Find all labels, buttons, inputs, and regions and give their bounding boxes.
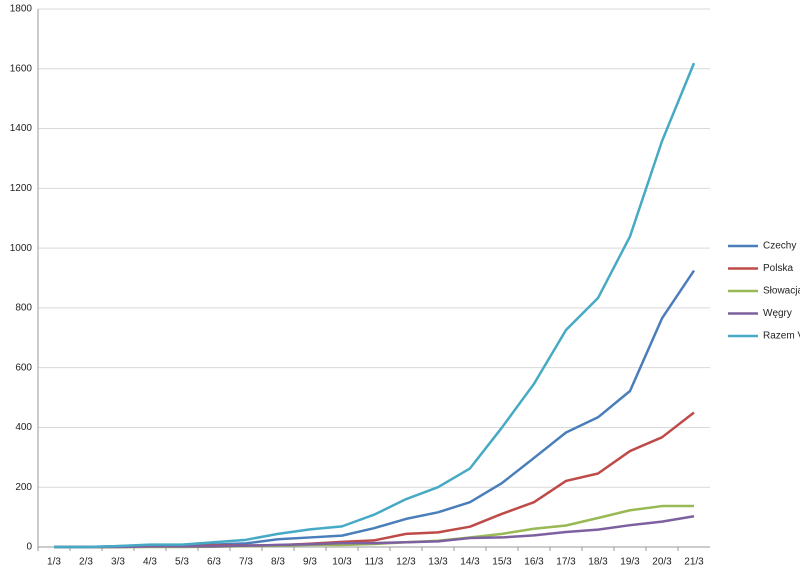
y-tick-label: 1400 [10, 123, 33, 134]
x-tick-label: 19/3 [620, 557, 640, 568]
x-tick-label: 18/3 [588, 557, 608, 568]
x-tick-label: 11/3 [365, 557, 384, 568]
x-tick-label: 17/3 [556, 557, 576, 568]
series-line [54, 62, 696, 549]
legend-label: Polska [763, 263, 793, 274]
y-tick-label: 1000 [10, 243, 33, 254]
legend-label: Czechy [763, 241, 796, 252]
series-line [54, 514, 695, 549]
y-tick-label: 800 [15, 303, 32, 314]
x-tick-label: 4/3 [143, 557, 157, 568]
y-tick-label: 1600 [10, 63, 33, 74]
y-tick-label: 200 [15, 482, 32, 493]
x-tick-label: 1/3 [47, 557, 61, 568]
series-line [54, 411, 695, 549]
x-tick-label: 10/3 [332, 557, 352, 568]
x-tick-label: 8/3 [271, 557, 285, 568]
x-tick-label: 20/3 [652, 557, 672, 568]
legend-label: Razem V4 [763, 331, 800, 342]
x-tick-label: 21/3 [684, 557, 704, 568]
y-tick-label: 1200 [10, 183, 33, 194]
x-tick-label: 5/3 [175, 557, 189, 568]
x-tick-label: 6/3 [207, 557, 221, 568]
x-tick-label: 15/3 [492, 557, 512, 568]
legend-label: Słowacja [763, 286, 800, 297]
y-tick-label: 1800 [10, 4, 33, 15]
legend-label: Węgry [763, 308, 792, 319]
y-tick-label: 0 [26, 542, 32, 553]
x-tick-label: 13/3 [428, 557, 448, 568]
x-tick-label: 2/3 [79, 557, 93, 568]
series-line [54, 269, 696, 549]
x-tick-label: 3/3 [111, 557, 125, 568]
x-tick-label: 12/3 [396, 557, 416, 568]
x-tick-label: 9/3 [303, 557, 317, 568]
y-tick-label: 400 [15, 422, 32, 433]
x-tick-label: 14/3 [460, 557, 480, 568]
y-tick-label: 600 [15, 362, 32, 373]
x-tick-label: 16/3 [524, 557, 544, 568]
x-tick-label: 7/3 [239, 557, 253, 568]
